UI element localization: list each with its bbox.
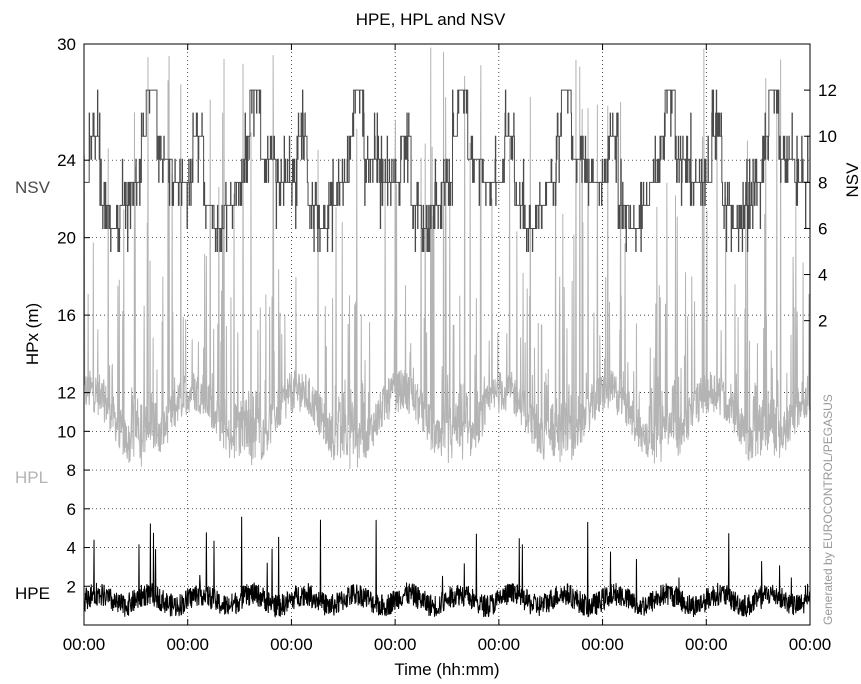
y2-tick-label: 12 [818,81,837,100]
nsv-line [84,89,811,252]
nsv-inline-label: NSV [15,178,51,197]
y2-tick-label: 4 [818,266,827,285]
y-tick-label: 16 [57,306,76,325]
y-tick-label: 20 [57,229,76,248]
y-tick-label: 30 [57,35,76,54]
x-tick-label: 00:00 [685,635,728,654]
y-tick-label: 6 [67,500,76,519]
axes-layer: 00:00 00:00 00:00 00:00 00:00 00:00 00:00 00:00… [57,35,837,654]
y2-tick-label: 2 [818,312,827,331]
x-tick-label: 00:00 [270,635,313,654]
x-axis-label: Time (hh:mm) [394,660,499,679]
y-tick-label: 10 [57,422,76,441]
x-tick-label: 00:00 [478,635,521,654]
y-tick-label: 24 [57,151,76,170]
y2-tick-label: 10 [818,127,837,146]
series-layer [83,47,811,618]
y2-tick-label: 6 [818,219,827,238]
x-tick-label: 00:00 [166,635,209,654]
hpl-inline-label: HPL [15,468,48,487]
hpe-line [83,516,811,618]
x-tick-label: 00:00 [789,635,832,654]
watermark: Generated by EUROCONTROL/PEGASUS [821,394,835,625]
chart-title: HPE, HPL and NSV [355,10,506,29]
y-tick-label: 8 [67,461,76,480]
x-tick-label: 00:00 [63,635,106,654]
x-tick-label: 00:00 [374,635,417,654]
x-tick-label: 00:00 [581,635,624,654]
y-tick-label: 4 [67,539,76,558]
y2-axis-label: NSV [843,162,861,198]
y-tick-label: 12 [57,384,76,403]
hpe-inline-label: HPE [15,584,50,603]
plot-frame [83,43,811,626]
hpl-line [83,47,811,469]
y-tick-label: 2 [67,577,76,596]
y2-tick-label: 8 [818,173,827,192]
y-axis-label: HPx (m) [23,303,42,365]
